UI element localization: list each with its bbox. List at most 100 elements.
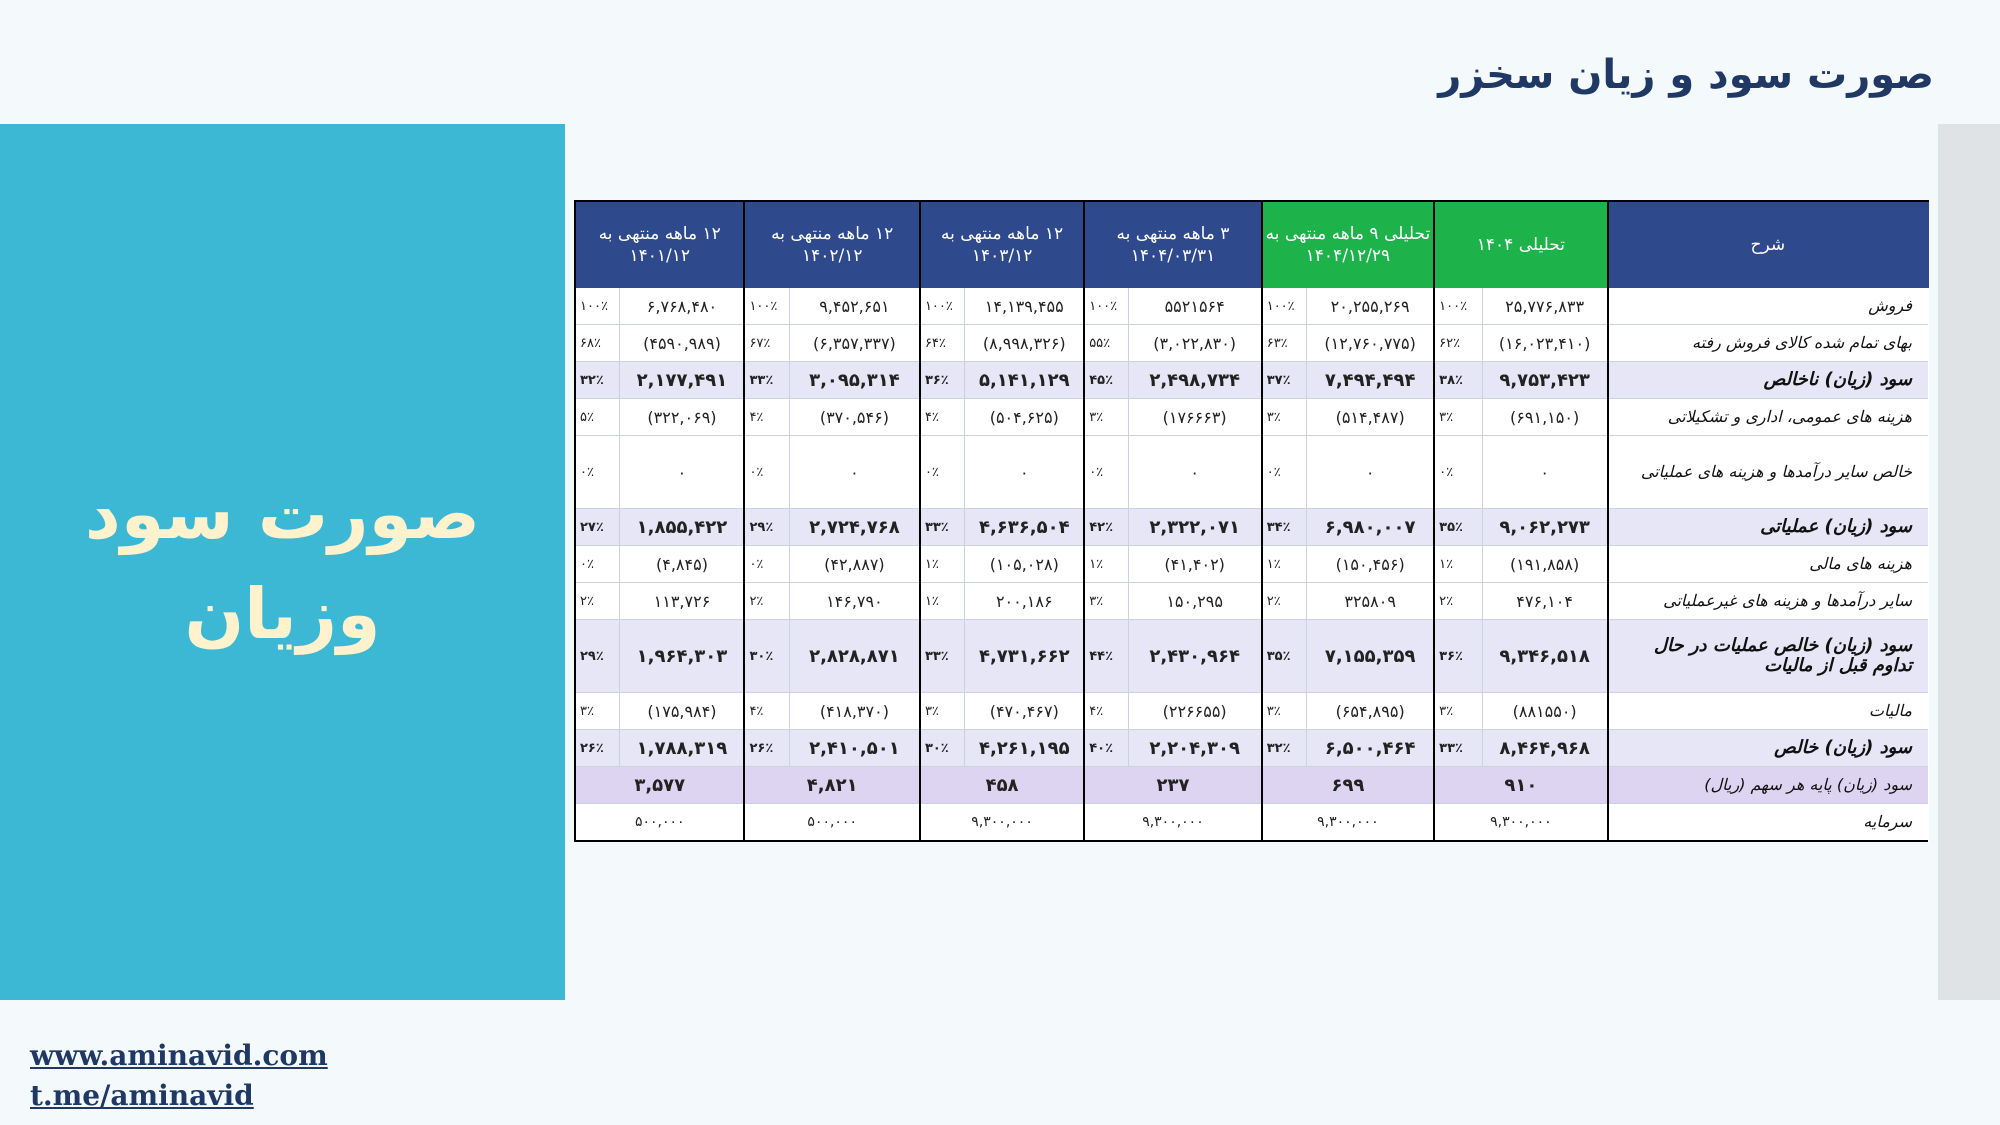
value-cell: (۴۱۸,۳۷۰): [788, 692, 920, 730]
value-cell: ۶,۷۶۸,۴۸۰: [619, 288, 745, 325]
percent-cell: ۰٪: [743, 435, 790, 509]
value-cell: ۴,۶۳۶,۵۰۴: [964, 508, 1085, 546]
value-cell: ۹,۳۰۰,۰۰۰: [1083, 803, 1262, 842]
header-col-4-line-1: ۱۲ ماهه منتهی به: [941, 224, 1064, 244]
header-col-5-line-1: ۱۲ ماهه منتهی به: [771, 224, 894, 244]
value-cell: (۱۵۰,۴۵۶): [1306, 545, 1435, 583]
table-row: بهای تمام شده کالای فروش رفته (۱۶,۰۲۳,۴۱۰…: [574, 324, 1928, 362]
percent-cell: ۱۰۰٪: [743, 288, 790, 325]
table-row: سود (زیان) عملیاتی ۹,۰۶۲,۲۷۳ ۳۵٪ ۶,۹۸۰,۰۰۷ ۳…: [574, 508, 1928, 546]
percent-cell: ۰٪: [574, 435, 620, 509]
percent-cell: ۳۷٪: [1260, 361, 1307, 399]
side-title-line-1: صورت سود: [84, 473, 481, 555]
percent-cell: ۲۷٪: [574, 508, 620, 546]
website-link[interactable]: www.aminavid.com: [30, 1039, 328, 1072]
value-cell: (۱۷۶۶۶۳): [1127, 398, 1262, 436]
header-col-4: ۱۲ ماهه منتهی به ۱۴۰۳/۱۲: [918, 200, 1086, 288]
percent-cell: ۳۸٪: [1433, 361, 1483, 399]
percent-cell: ۱۰۰٪: [1083, 288, 1129, 325]
percent-cell: ۶۳٪: [1260, 324, 1307, 362]
header-col-6-line-1: ۱۲ ماهه منتهی به: [598, 224, 721, 244]
side-panel: صورت سود وزیان: [0, 124, 565, 1000]
value-cell: ۲,۱۷۷,۴۹۱: [619, 361, 745, 399]
value-cell: ۵۰۰,۰۰۰: [743, 803, 920, 842]
percent-cell: ۱۰۰٪: [1433, 288, 1483, 325]
value-cell: (۴,۸۴۵): [619, 545, 745, 583]
header-col-2-line-1: تحلیلی ۹ ماهه منتهی به: [1265, 224, 1431, 244]
row-label: هزینه های مالی: [1606, 545, 1928, 583]
page-title: صورت سود و زیان سخزر: [1438, 52, 1934, 98]
value-cell: (۵۱۴,۴۸۷): [1306, 398, 1435, 436]
row-label: سود (زیان) ناخالص: [1606, 361, 1928, 399]
value-cell: ۲,۴۱۰,۵۰۱: [788, 729, 920, 767]
value-cell: (۱۲,۷۶۰,۷۷۵): [1306, 324, 1435, 362]
value-cell: ۱۵۰,۲۹۵: [1127, 582, 1262, 620]
percent-cell: ۰٪: [743, 545, 790, 583]
percent-cell: ۰٪: [1433, 435, 1483, 509]
percent-cell: ۱٪: [918, 545, 965, 583]
percent-cell: ۳۳٪: [918, 619, 965, 693]
table-row: مالیات (۸۸۱۵۵۰) ۳٪ (۶۵۴,۸۹۵) ۳٪ (۲۲۶۶۵۵) ۴٪ (۴۷…: [574, 692, 1928, 730]
value-cell: ۰: [1127, 435, 1262, 509]
value-cell: ۹,۳۰۰,۰۰۰: [1260, 803, 1435, 842]
percent-cell: ۳۳٪: [743, 361, 790, 399]
percent-cell: ۲٪: [743, 582, 790, 620]
percent-cell: ۲۶٪: [743, 729, 790, 767]
value-cell: (۲۲۶۶۵۵): [1127, 692, 1262, 730]
value-cell: ۴,۷۳۱,۶۶۲: [964, 619, 1085, 693]
percent-cell: ۶۸٪: [574, 324, 620, 362]
row-label: فروش: [1606, 288, 1928, 325]
header-col-4-line-2: ۱۴۰۳/۱۲: [971, 246, 1033, 266]
table-row: سود (زیان) خالص ۸,۴۶۴,۹۶۸ ۳۳٪ ۶,۵۰۰,۴۶۴ ۳۲٪ ۲…: [574, 729, 1928, 767]
table-row: هزینه های عمومی، اداری و تشکیلاتی (۶۹۱,۱۵…: [574, 398, 1928, 436]
value-cell: ۱,۸۵۵,۴۲۲: [619, 508, 745, 546]
row-label: بهای تمام شده کالای فروش رفته: [1606, 324, 1928, 362]
value-cell: ۰: [1306, 435, 1435, 509]
value-cell: ۲,۴۹۸,۷۳۴: [1127, 361, 1262, 399]
value-cell: ۱,۹۶۴,۳۰۳: [619, 619, 745, 693]
value-cell: (۶۹۱,۱۵۰): [1481, 398, 1608, 436]
value-cell: (۵۰۴,۶۲۵): [964, 398, 1085, 436]
percent-cell: ۴٪: [743, 398, 790, 436]
percent-cell: ۲۹٪: [743, 508, 790, 546]
header-col-5-line-2: ۱۴۰۲/۱۲: [801, 246, 863, 266]
percent-cell: ۴۲٪: [1083, 508, 1129, 546]
row-label: سود (زیان) خالص عملیات در حال تداوم قبل …: [1606, 619, 1928, 693]
value-cell: ۱,۷۸۸,۳۱۹: [619, 729, 745, 767]
percent-cell: ۱۰۰٪: [918, 288, 965, 325]
table-header-row: شرح تحلیلی ۱۴۰۴ تحلیلی ۹ ماهه منتهی به ۱…: [573, 200, 1930, 288]
side-title: صورت سود وزیان: [0, 464, 565, 664]
percent-cell: ۱٪: [1433, 545, 1483, 583]
value-cell: ۶,۹۸۰,۰۰۷: [1306, 508, 1435, 546]
table-row: سود (زیان) خالص عملیات در حال تداوم قبل …: [574, 619, 1928, 693]
value-cell: ۵,۱۴۱,۱۲۹: [964, 361, 1085, 399]
value-cell: (۱۰۵,۰۲۸): [964, 545, 1085, 583]
value-cell: (۳,۰۲۲,۸۳۰): [1127, 324, 1262, 362]
header-col-3: ۳ ماهه منتهی به ۱۴۰۴/۰۳/۳۱: [1083, 200, 1263, 288]
row-label: سود (زیان) خالص: [1606, 729, 1928, 767]
value-cell: ۱۱۳,۷۲۶: [619, 582, 745, 620]
table-row: سود (زیان) ناخالص ۹,۷۵۳,۴۲۳ ۳۸٪ ۷,۴۹۴,۴۹۴ ۳۷…: [574, 361, 1928, 399]
percent-cell: ۶۴٪: [918, 324, 965, 362]
telegram-link[interactable]: t.me/aminavid: [30, 1079, 254, 1112]
percent-cell: ۳٪: [1433, 398, 1483, 436]
percent-cell: ۴٪: [1083, 692, 1129, 730]
value-cell: ۳۲۵۸۰۹: [1306, 582, 1435, 620]
value-cell: ۴,۸۲۱: [743, 766, 920, 804]
value-cell: (۱۷۵,۹۸۴): [619, 692, 745, 730]
value-cell: (۴۱,۴۰۲): [1127, 545, 1262, 583]
percent-cell: ۳٪: [1260, 398, 1307, 436]
value-cell: ۴۵۸: [918, 766, 1085, 804]
value-cell: (۸,۹۹۸,۳۲۶): [964, 324, 1085, 362]
value-cell: ۷,۱۵۵,۳۵۹: [1306, 619, 1435, 693]
value-cell: ۹,۳۰۰,۰۰۰: [918, 803, 1085, 842]
value-cell: ۶,۵۰۰,۴۶۴: [1306, 729, 1435, 767]
value-cell: ۲۰,۲۵۵,۲۶۹: [1306, 288, 1435, 325]
percent-cell: ۳٪: [1083, 398, 1129, 436]
header-col-5: ۱۲ ماهه منتهی به ۱۴۰۲/۱۲: [743, 200, 921, 288]
percent-cell: ۳۶٪: [1433, 619, 1483, 693]
percent-cell: ۲۹٪: [574, 619, 620, 693]
header-col-3-line-2: ۱۴۰۴/۰۳/۳۱: [1130, 246, 1216, 266]
header-col-6-line-2: ۱۴۰۱/۱۲: [629, 246, 690, 266]
percent-cell: ۱٪: [918, 582, 965, 620]
